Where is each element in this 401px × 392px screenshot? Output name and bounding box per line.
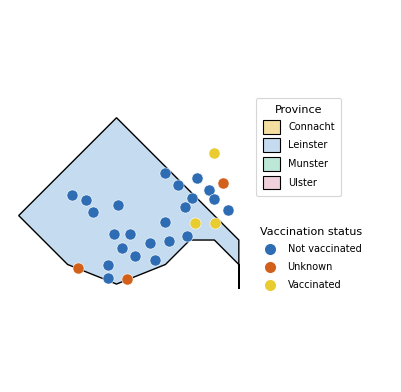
Legend: Not vaccinated, Unknown, Vaccinated: Not vaccinated, Unknown, Vaccinated [256, 223, 366, 294]
Polygon shape [19, 118, 239, 289]
